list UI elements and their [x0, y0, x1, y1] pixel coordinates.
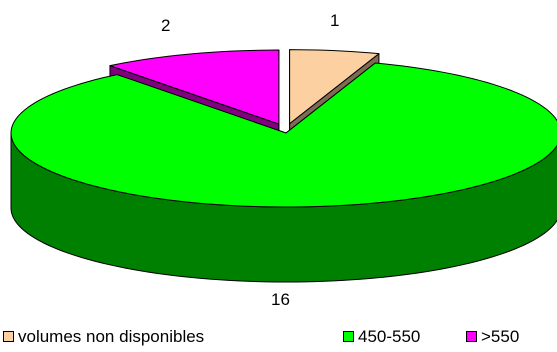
legend-swatch-450-550 [343, 330, 354, 342]
slice-top-over-550 [109, 49, 280, 125]
legend-item-over-550: >550 [466, 325, 519, 347]
slice-top-volumes-non-disponibles [289, 49, 380, 125]
legend-swatch-volumes-non-disponibles [3, 330, 14, 342]
legend-label-over-550: >550 [481, 326, 520, 346]
chart-legend: volumes non disponibles 450-550 >550 [0, 325, 557, 347]
legend-swatch-over-550 [466, 330, 477, 342]
legend-label-volumes-non-disponibles: volumes non disponibles [18, 326, 205, 346]
legend-item-volumes-non-disponibles: volumes non disponibles [3, 325, 204, 347]
data-label-over-550: 2 [161, 16, 171, 35]
legend-label-450-550: 450-550 [358, 326, 421, 346]
data-label-volumes-non-disponibles: 1 [330, 11, 340, 30]
pie-tops [10, 49, 557, 208]
data-label-450-550: 16 [271, 290, 290, 309]
legend-item-450-550: 450-550 [343, 325, 420, 347]
slice-top-450-550 [10, 62, 557, 208]
